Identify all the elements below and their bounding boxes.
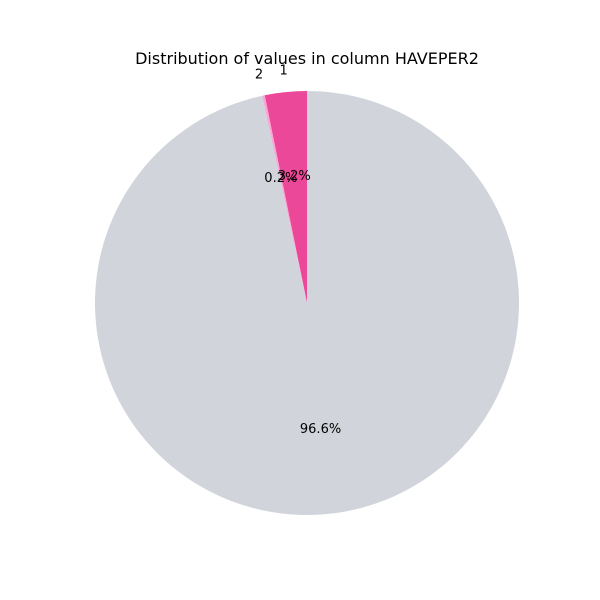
pie-labels: 1 3.2% 2 0.2% 96.6%	[255, 63, 341, 436]
pie-slice	[264, 91, 307, 303]
pie-slice	[95, 91, 520, 515]
slice-category-label: 2	[255, 67, 263, 82]
slice-percent-label: 96.6%	[300, 422, 341, 437]
slice-category-label: 1	[279, 63, 287, 78]
slice-percent-label: 0.2%	[264, 171, 297, 186]
pie-slice	[262, 95, 307, 304]
pie-slices	[95, 91, 520, 515]
slice-percent-label: 3.2%	[278, 169, 311, 184]
chart-title: Distribution of values in column HAVEPER…	[135, 49, 479, 68]
